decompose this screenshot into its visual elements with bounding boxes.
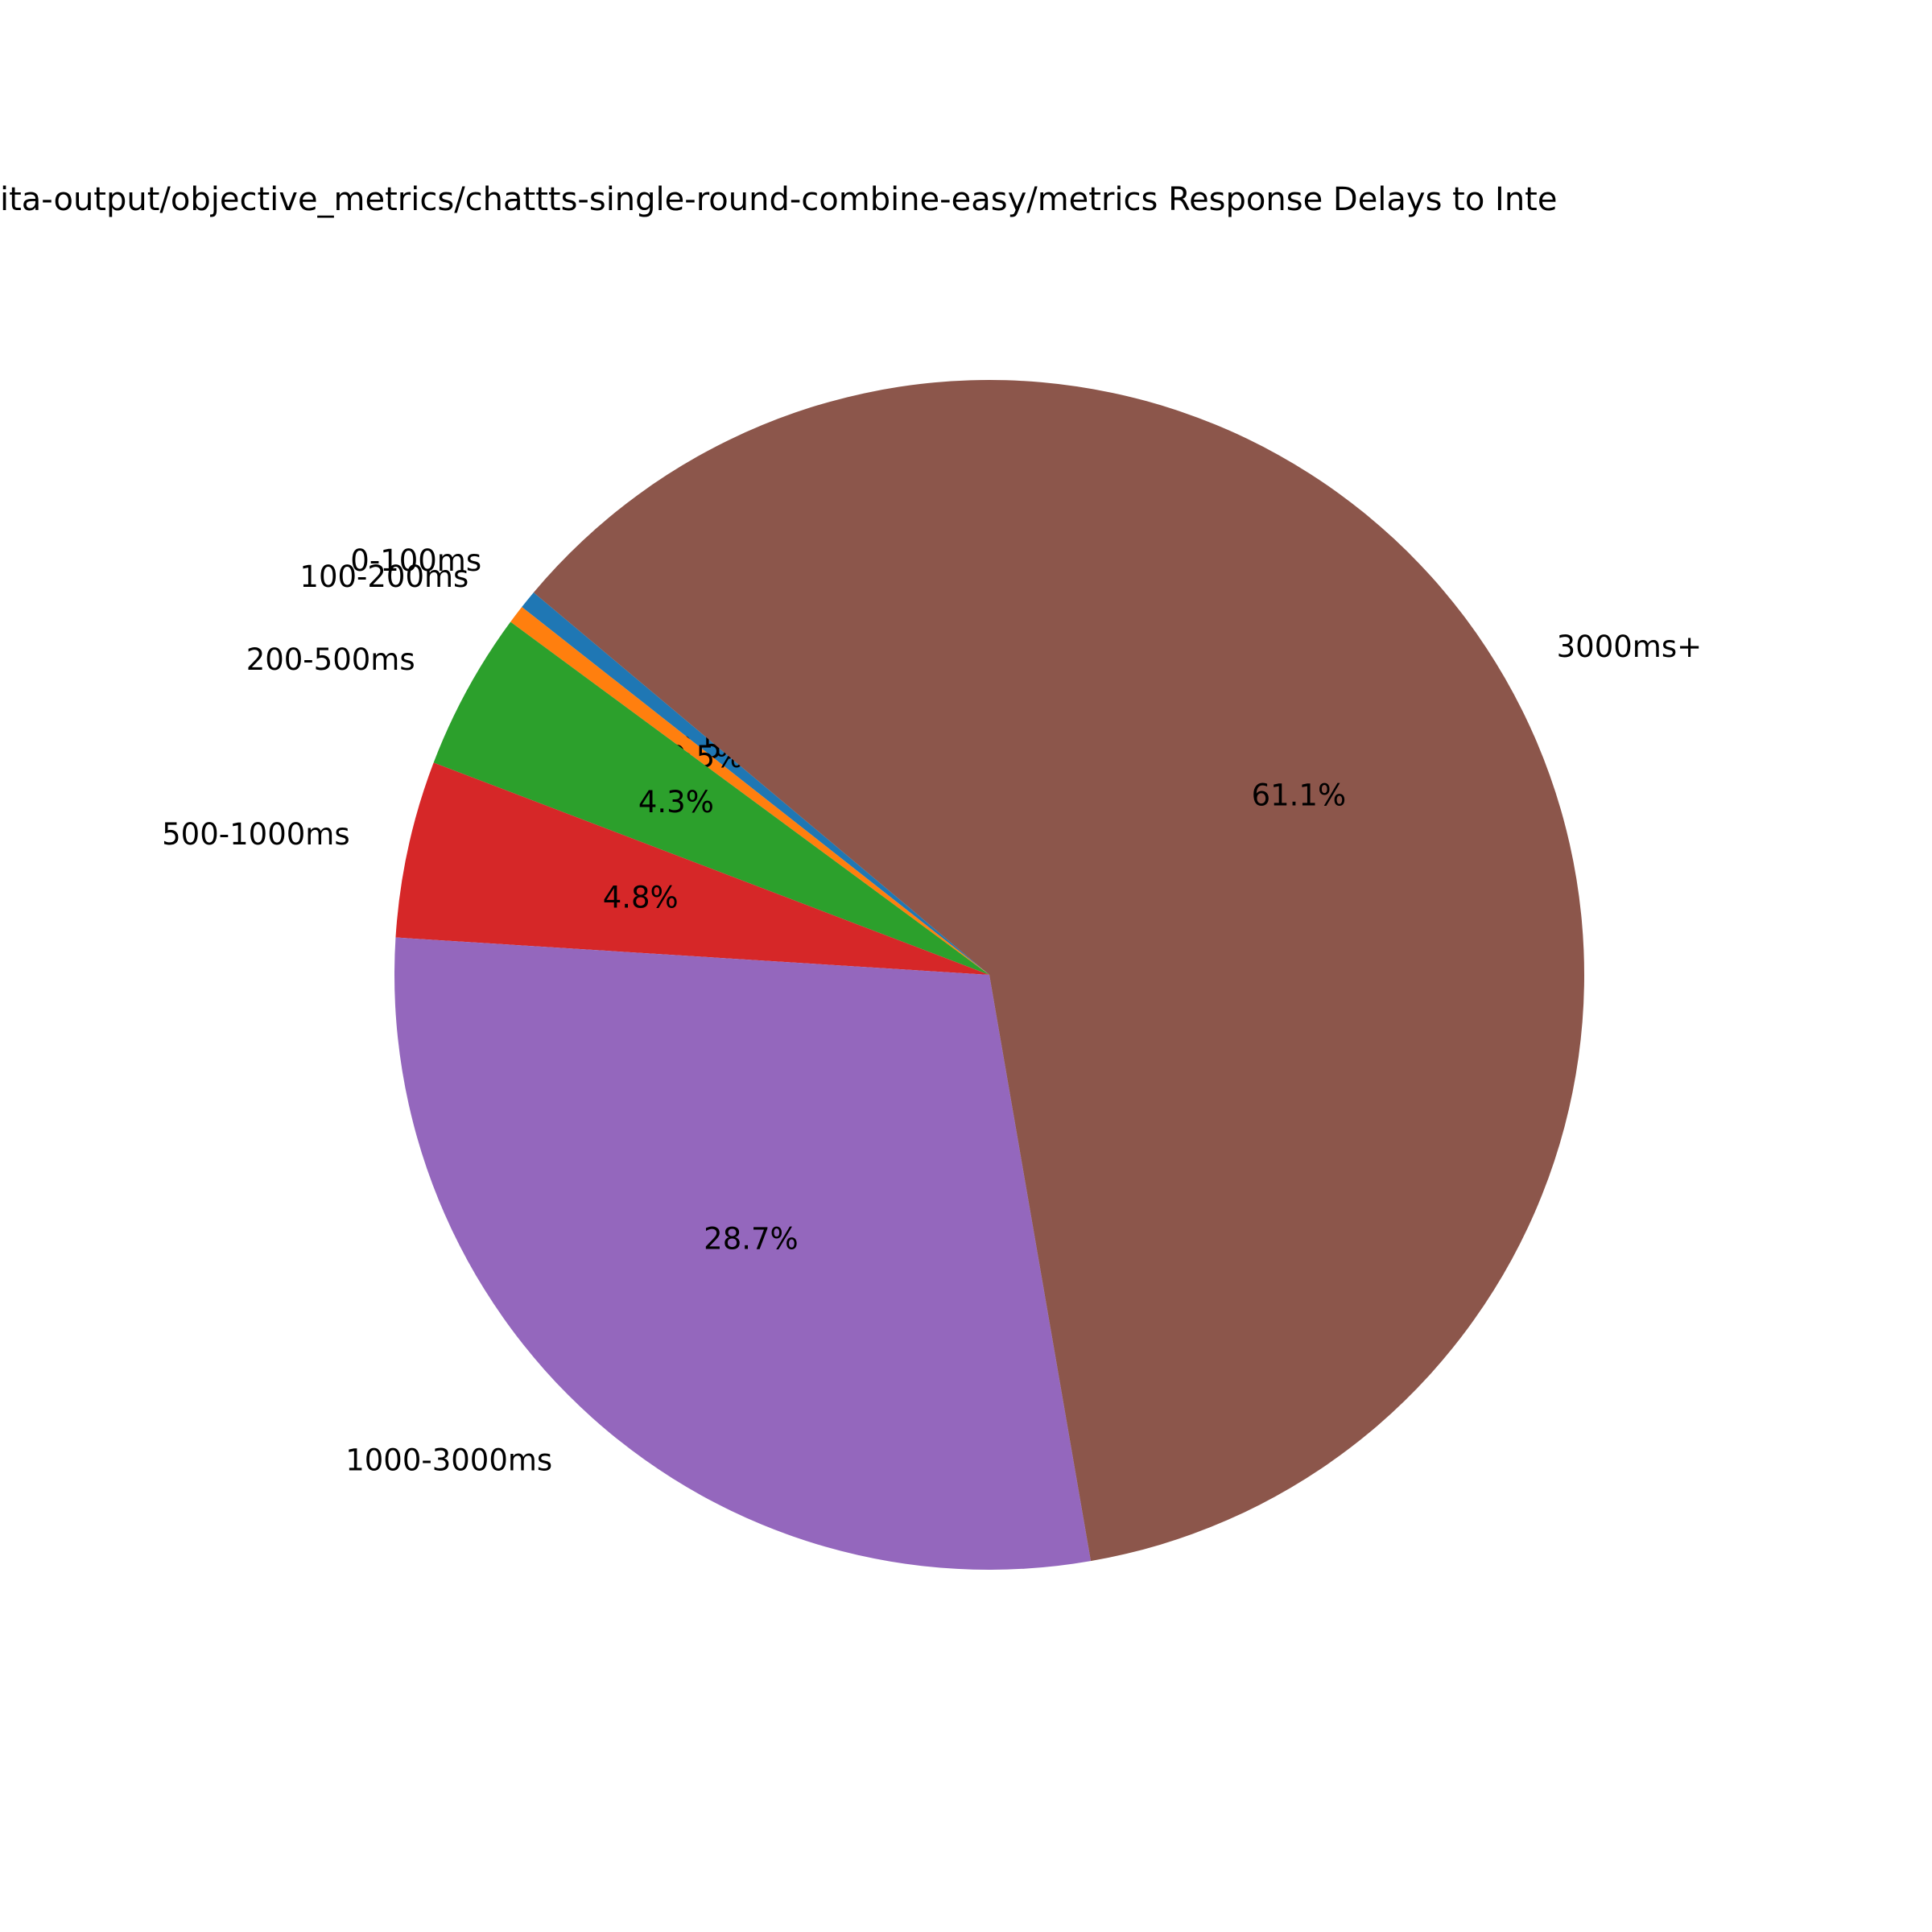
slice-label: 0-100ms: [350, 543, 481, 578]
pie-slice: [533, 379, 1585, 1562]
slice-label: 100-200ms: [299, 559, 469, 594]
slice-label: 200-500ms: [246, 642, 415, 677]
slice-label: 3000ms+: [1557, 630, 1702, 664]
slice-label: 1000-3000ms: [345, 1443, 552, 1478]
pie-slice: [433, 621, 989, 975]
value-label: 28.7%: [704, 1222, 799, 1257]
chart-title: ita-output/objective_metrics/chattts-sin…: [0, 181, 1557, 218]
pie-slice: [510, 607, 989, 975]
pie-slice: [394, 937, 1092, 1570]
pie-slice: [395, 762, 989, 975]
slice-label: 500-1000ms: [162, 817, 349, 852]
pie-slice: [522, 592, 989, 975]
value-label: 61.1%: [1252, 778, 1347, 812]
value-label: 4.8%: [603, 880, 679, 914]
value-label: 4.3%: [638, 785, 714, 819]
